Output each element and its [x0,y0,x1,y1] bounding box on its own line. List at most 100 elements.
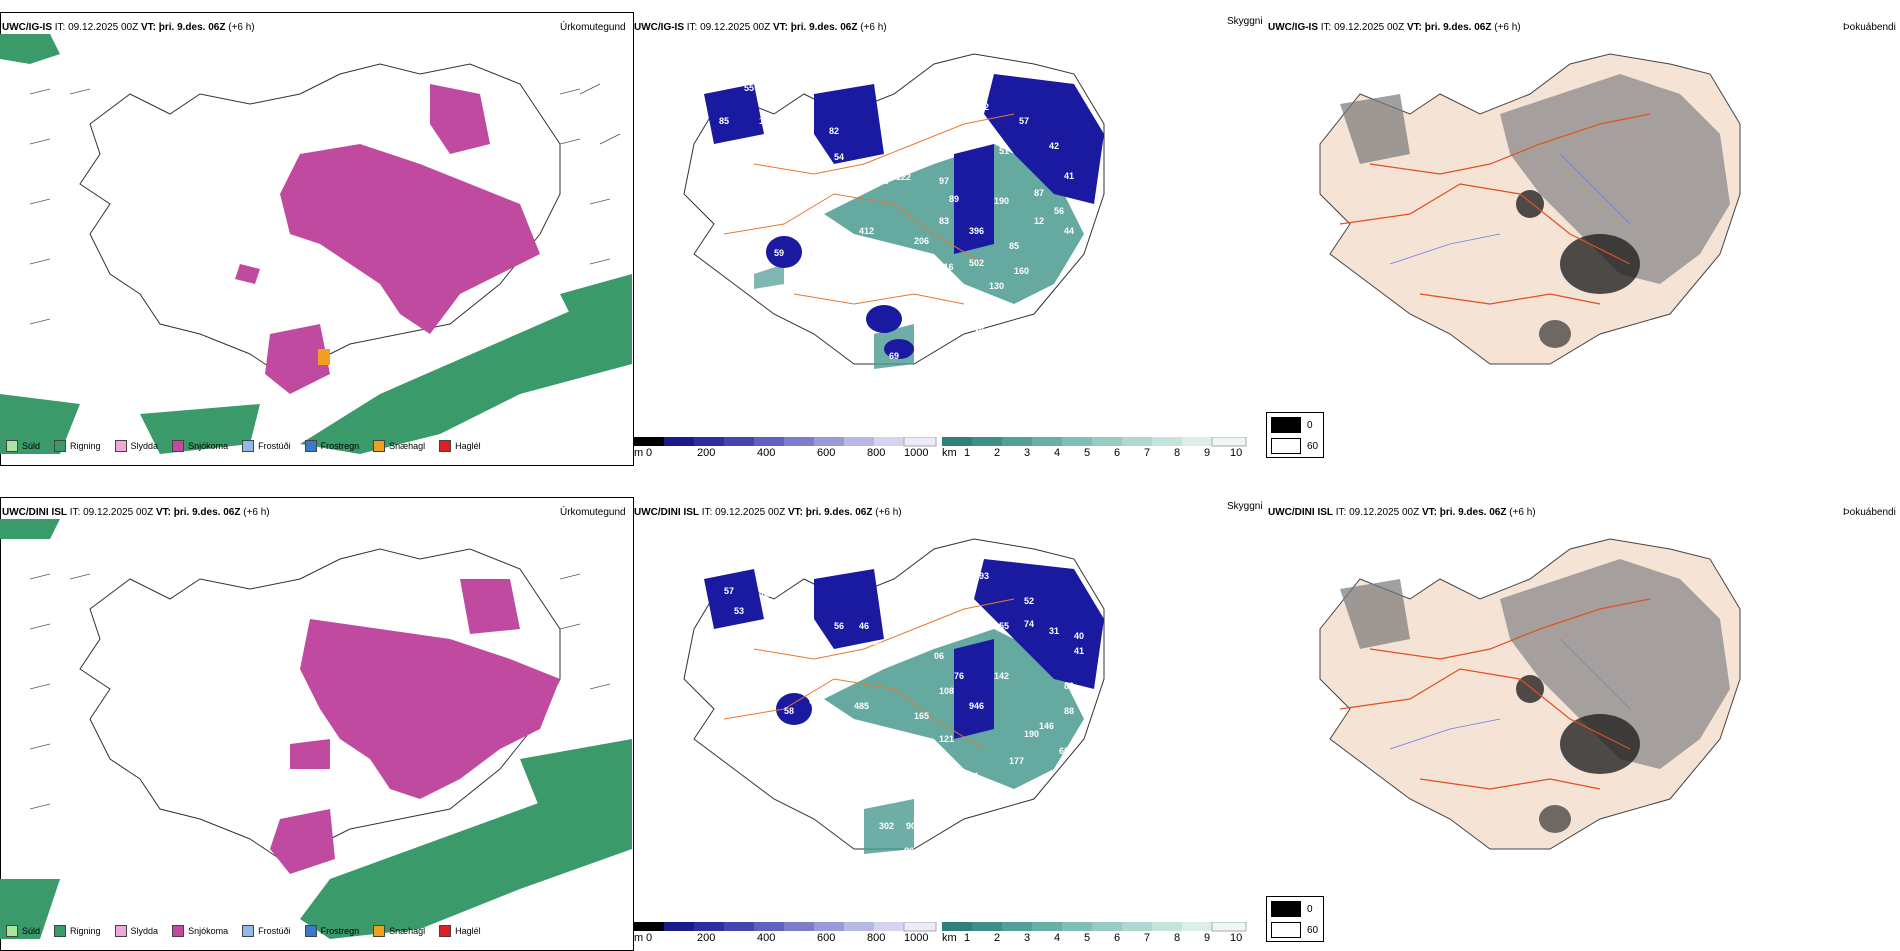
cloud-value: 146 [1039,721,1054,731]
cloud-value: 302 [879,821,894,831]
fog-legend-row: 60 [1271,921,1319,939]
cloud-value: 108 [939,686,954,696]
cloud-value: 59 [932,98,942,108]
legend-swatch [242,925,255,937]
precip-legend-1: Súld Rigning Slydda Snjókoma Frostúði Fr… [6,440,495,452]
legend-item: Haglél [439,440,481,452]
vis-tick: 6 [1114,932,1121,944]
cloud-value: 41 [1074,646,1084,656]
vis-unit: km [942,932,957,944]
legend-swatch [439,925,452,937]
cloud-value: 54 [834,152,844,162]
legend-item: Snjókoma [172,925,228,937]
fog-title-1: Þokuábendi [1843,22,1896,33]
precip-map-1 [0,34,632,454]
cloud-value: 60 [1059,746,1069,756]
legend-item: Súld [6,440,40,452]
cloud-header-1: UWC/IG-IS IT: 09.12.2025 00Z VT: þri. 9.… [634,22,887,33]
legend-item: Súld [6,925,40,937]
cloud-value: 56 [834,621,844,631]
legend-swatch [373,440,386,452]
height-unit: m [634,932,644,944]
cloud-value: 40 [1074,631,1084,641]
cloud-value: 55 [744,83,754,93]
fog-swatch-white [1271,922,1301,938]
legend-swatch [6,440,18,452]
cloud-value: 185 [974,86,989,96]
cloud-value: 201 [994,301,1009,311]
cloud-value: 485 [854,701,869,711]
cloud-value: 149 [874,176,889,186]
cloud-value: 44 [1064,226,1074,236]
cloud-value: 181 [964,771,979,781]
height-tick: 1000 [904,932,929,944]
cloud-value: 87 [1034,188,1044,198]
vis-tick: 5 [1084,447,1091,459]
fog-legend-row: 60 [1271,437,1319,455]
cloud-value: 55 [999,621,1009,631]
cloud-value: 109 [759,116,774,126]
vis-tick: 2 [994,447,1001,459]
fog-swatch-white [1271,438,1301,454]
cloud-value: 89 [1064,681,1074,691]
vis-unit: km [942,447,957,459]
precip-title-2: Úrkomutegund [560,507,626,518]
cloud-value: 12 [1034,216,1044,226]
cloud-value: 58 [784,706,794,716]
height-colorbar-2: m 0 200 400 600 800 1000 [634,922,937,950]
legend-swatch [172,440,185,452]
vis-tick: 10 [1230,932,1243,944]
vis-tick: 10 [1230,447,1243,459]
legend-swatch [6,925,18,937]
vis-tick: 2 [994,932,1001,944]
fog-map-1 [1319,53,1741,365]
cloud-value: 69 [889,351,899,361]
cloud-value: 97 [939,176,949,186]
visibility-colorbar-1: km 1 2 3 4 5 6 7 8 9 10 [942,437,1247,465]
cloud-value: 85 [719,116,729,126]
cloud-value: 89 [949,194,959,204]
cloud-value: 85 [1009,241,1019,251]
cloud-value: 57 [724,586,734,596]
vis-tick: 7 [1144,447,1151,459]
legend-item: Slydda [114,925,158,937]
cloud-value: 93 [979,571,989,581]
height-tick: 200 [697,932,716,944]
legend-swatch [54,925,67,937]
precip-header-1: UWC/IG-IS IT: 09.12.2025 00Z VT: þri. 9.… [2,22,255,33]
legend-swatch [373,925,386,937]
row-2: UWC/DINI ISL IT: 09.12.2025 00Z VT: þri.… [0,490,1900,951]
cloud-value: 46 [859,621,869,631]
cloud-value: 51 [999,146,1009,156]
cloud-value: 06 [934,651,944,661]
cloud-value: 85 [874,641,884,651]
vis-tick: 8 [1174,447,1181,459]
legend-swatch [242,440,255,452]
cloud-value: 57 [1019,116,1029,126]
cloud-value: 36 [974,326,984,336]
cloud-value: 59 [774,248,784,258]
legend-swatch [439,440,452,452]
vis-tick: 4 [1054,447,1061,459]
legend-item: Frostúði [242,440,291,452]
legend-swatch [114,925,127,937]
height-colorbar-1: m 0 200 400 600 800 1000 [634,437,937,465]
cloud-value: 130 [989,281,1004,291]
cloud-value: 190 [1024,729,1039,739]
legend-swatch [304,925,317,937]
precip-header-2: UWC/DINI ISL IT: 09.12.2025 00Z VT: þri.… [2,507,270,518]
cloud-value: 107 [909,371,924,381]
vis-tick: 4 [1054,932,1061,944]
cloud-value: 31 [1049,626,1059,636]
cloud-value: 96 [969,801,979,811]
legend-swatch [114,440,127,452]
height-tick: 200 [697,447,716,459]
height-tick: 0 [646,932,653,944]
fog-legend-2: 0 60 [1266,896,1324,942]
height-tick: 800 [867,447,886,459]
cloud-value: 124 [909,736,924,746]
legend-swatch [54,440,67,452]
fog-title-2: Þokuábendi [1843,507,1896,518]
cloud-value: 165 [914,711,929,721]
legend-item: Frostúði [242,925,291,937]
